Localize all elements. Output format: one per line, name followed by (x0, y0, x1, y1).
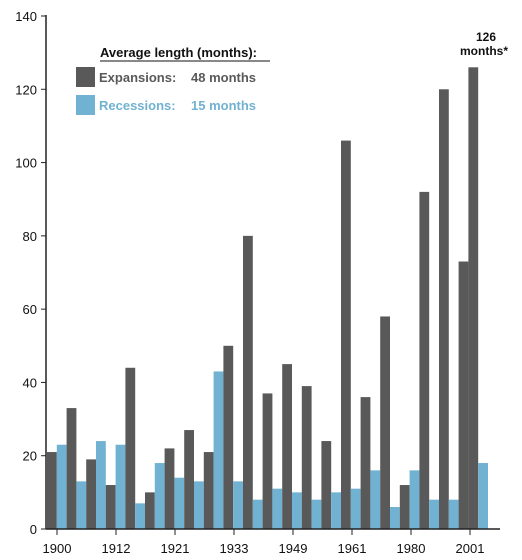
recession-bar-3 (76, 481, 87, 529)
recession-bar-44 (478, 463, 488, 529)
y-tick-label-100: 100 (15, 156, 37, 171)
expansion-bar-38 (419, 191, 430, 529)
expansion-bar-42 (458, 261, 469, 529)
recession-bar-29 (331, 492, 341, 529)
bars-layer (47, 67, 488, 530)
legend-swatch-expansions (76, 67, 95, 87)
axes-layer (45, 15, 500, 530)
expansion-bar-10 (145, 492, 155, 529)
expansion-bar-20 (243, 235, 253, 530)
expansion-bar-26 (301, 386, 312, 529)
annotation-126-months: 126 months* (460, 30, 508, 58)
legend-label-recessions: Recessions: (99, 98, 176, 113)
recession-bar-1 (56, 444, 67, 529)
expansion-bar-16 (203, 452, 214, 529)
recession-bar-35 (390, 507, 400, 529)
expansion-bar-8 (125, 367, 136, 529)
legend-value-expansions: 48 months (191, 70, 256, 85)
legend-swatch-recessions (76, 95, 95, 115)
expansion-bar-28 (321, 441, 332, 529)
x-tick-label-1912: 1912 (102, 541, 131, 556)
expansion-bar-40 (439, 89, 449, 529)
x-tick-label-1933: 1933 (220, 541, 249, 556)
expansion-bar-34 (380, 316, 390, 529)
y-tick-label-140: 140 (15, 9, 37, 24)
recession-bar-17 (213, 371, 224, 529)
legend-value-recessions: 15 months (191, 98, 256, 113)
recession-bar-23 (272, 488, 283, 529)
recession-bar-41 (448, 499, 459, 529)
legend-title: Average length (months): (100, 45, 257, 60)
y-tick-labels: 0 20 40 60 80 100 120 140 (15, 9, 46, 537)
expansion-bar-30 (341, 140, 351, 529)
recession-bar-21 (252, 499, 263, 529)
legend: Average length (months): Expansions: 48 … (76, 45, 270, 115)
recession-bar-13 (174, 477, 185, 529)
expansion-bar-0 (47, 452, 57, 529)
expansion-bar-14 (184, 430, 194, 529)
x-tick-label-1949: 1949 (279, 541, 308, 556)
expansion-bar-12 (164, 448, 175, 529)
y-tick-label-120: 120 (15, 82, 37, 97)
recession-bar-7 (115, 444, 126, 529)
x-tick-label-1900: 1900 (43, 541, 72, 556)
y-tick-label-40: 40 (23, 375, 37, 390)
recession-bar-25 (292, 492, 302, 529)
x-tick-label-1921: 1921 (161, 541, 190, 556)
recession-bar-33 (370, 470, 381, 529)
expansion-bar-6 (105, 485, 116, 529)
x-tick-label-1980: 1980 (397, 541, 426, 556)
recession-bar-9 (135, 503, 145, 529)
recession-bar-5 (96, 441, 106, 529)
expansion-bar-24 (282, 364, 292, 529)
y-tick-label-80: 80 (23, 229, 37, 244)
recession-bar-31 (350, 488, 361, 529)
legend-label-expansions: Expansions: (99, 70, 176, 85)
expansion-bar-2 (66, 408, 77, 529)
recession-bar-27 (311, 499, 322, 529)
y-tick-label-0: 0 (30, 522, 37, 537)
expansion-bar-36 (399, 485, 410, 529)
recession-bar-39 (429, 499, 439, 529)
expansion-bar-32 (360, 397, 371, 529)
recession-bar-37 (409, 470, 420, 529)
recession-bar-19 (233, 481, 243, 529)
recession-bar-15 (194, 481, 204, 529)
annotation-value: 126 (476, 30, 496, 44)
y-tick-label-20: 20 (23, 449, 37, 464)
expansion-bar-18 (223, 345, 234, 529)
expansion-bar-4 (86, 459, 96, 529)
expansion-bar-43 (468, 67, 479, 530)
y-tick-label-60: 60 (23, 302, 37, 317)
x-tick-label-2001: 2001 (456, 541, 485, 556)
x-tick-label-1961: 1961 (338, 541, 367, 556)
annotation-unit: months* (460, 44, 508, 58)
expansion-bar-22 (262, 393, 273, 529)
x-tick-labels: 1900 1912 1921 1933 1949 1961 1980 2001 (43, 529, 485, 556)
recession-bar-11 (154, 463, 165, 529)
